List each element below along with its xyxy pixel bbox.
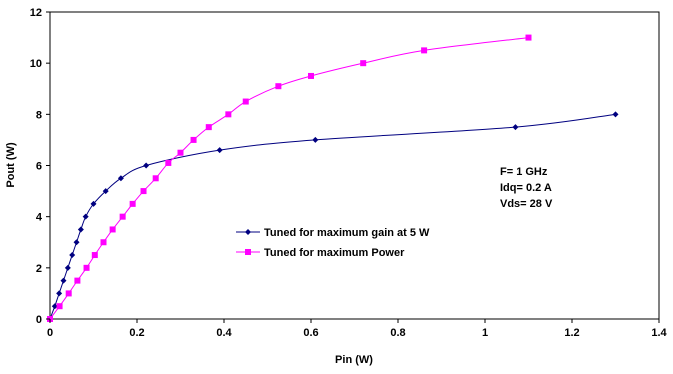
data-point-square xyxy=(525,34,532,41)
series-layer xyxy=(47,34,619,322)
data-point-diamond xyxy=(51,303,58,310)
data-point-diamond xyxy=(612,111,619,118)
data-point-square xyxy=(360,60,367,67)
annotation-box xyxy=(496,160,584,214)
x-tick-label: 1.2 xyxy=(564,327,579,339)
y-tick-label: 12 xyxy=(30,7,42,19)
legend-marker-gain xyxy=(245,229,251,235)
y-tick-label: 0 xyxy=(36,314,42,326)
data-point-diamond xyxy=(69,252,76,259)
data-point-diamond xyxy=(312,136,319,143)
y-tick-label: 4 xyxy=(36,212,43,224)
data-point-square xyxy=(152,175,159,182)
data-point-square xyxy=(65,290,72,297)
y-tick-label: 2 xyxy=(36,263,42,275)
data-point-diamond xyxy=(90,200,97,207)
data-point-square xyxy=(205,124,212,131)
data-point-square xyxy=(165,159,172,166)
x-tick-label: 0.6 xyxy=(303,327,318,339)
annotation-line-3: Vds= 28 V xyxy=(500,198,553,210)
y-tick-label: 6 xyxy=(36,161,42,173)
legend-label-power: Tuned for maximum Power xyxy=(264,247,405,259)
x-tick-label: 1.4 xyxy=(651,327,667,339)
x-axis-title: Pin (W) xyxy=(335,354,373,366)
data-point-square xyxy=(109,226,116,233)
y-axis-title: Pout (W) xyxy=(5,142,17,188)
data-point-square xyxy=(119,213,126,220)
x-tick-label: 0 xyxy=(47,327,53,339)
data-point-square xyxy=(56,303,63,310)
data-point-square xyxy=(177,149,184,156)
data-point-square xyxy=(225,111,232,118)
data-point-square xyxy=(421,47,428,54)
data-point-diamond xyxy=(56,290,63,297)
data-point-diamond xyxy=(60,277,67,284)
data-point-diamond xyxy=(73,239,80,246)
data-point-diamond xyxy=(143,162,150,169)
data-point-square xyxy=(275,83,282,90)
data-point-diamond xyxy=(82,213,89,220)
tick-layer: 0 0.2 0.4 0.6 0.8 1 1.2 1.4 0 2 4 6 8 10 12 xyxy=(30,7,668,339)
y-tick-label: 8 xyxy=(36,109,42,121)
data-point-diamond xyxy=(117,175,124,182)
annotation-line-1: F= 1 GHz xyxy=(500,166,548,178)
annotation-line-2: Idq= 0.2 A xyxy=(500,182,552,194)
data-point-square xyxy=(74,277,81,284)
data-point-square xyxy=(83,264,90,271)
legend-marker-power xyxy=(245,249,251,255)
x-tick-label: 0.8 xyxy=(390,327,405,339)
data-point-square xyxy=(190,136,197,143)
data-point-square xyxy=(100,239,107,246)
data-point-diamond xyxy=(102,188,109,195)
x-tick-label: 1 xyxy=(482,327,488,339)
data-point-diamond xyxy=(77,226,84,233)
data-point-square xyxy=(140,188,147,195)
data-point-square xyxy=(91,252,98,259)
y-tick-label: 10 xyxy=(30,58,42,70)
legend: Tuned for maximum gain at 5 W Tuned for … xyxy=(236,227,430,259)
data-point-diamond xyxy=(64,264,71,271)
data-point-diamond xyxy=(512,124,519,131)
data-point-square xyxy=(242,98,249,105)
data-point-square xyxy=(129,200,136,207)
data-point-diamond xyxy=(216,147,223,154)
x-tick-label: 0.2 xyxy=(129,327,144,339)
x-tick-label: 0.4 xyxy=(216,327,232,339)
legend-label-gain: Tuned for maximum gain at 5 W xyxy=(264,227,430,239)
data-point-square xyxy=(308,72,314,79)
